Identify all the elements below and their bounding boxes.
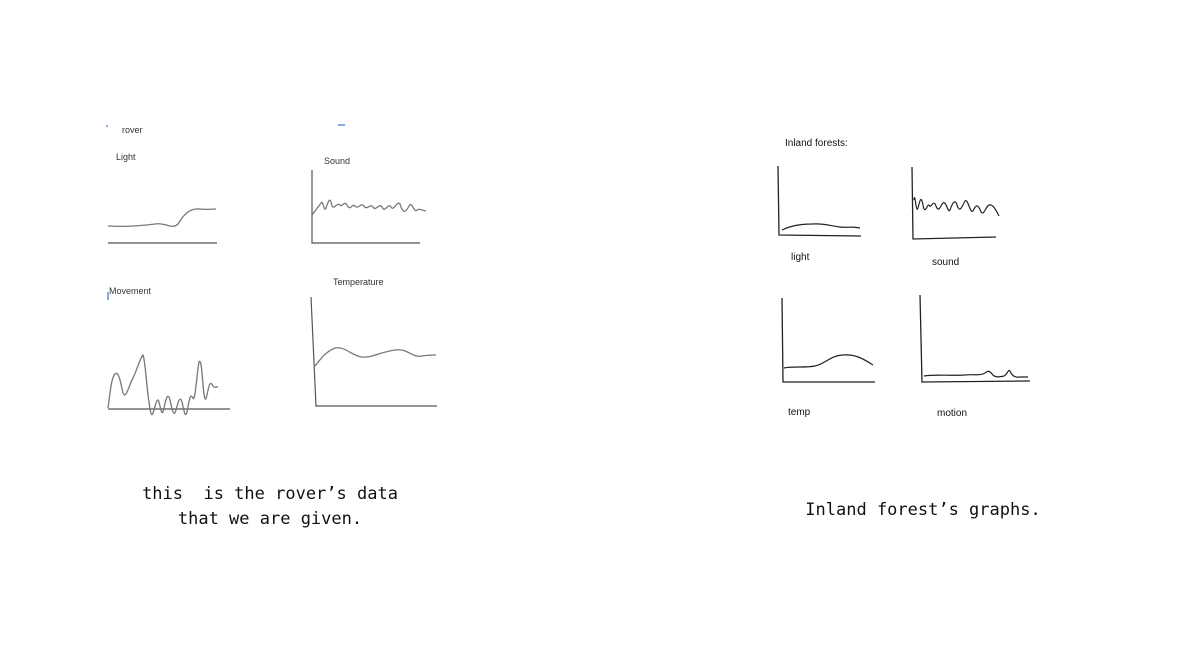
forest-sound-label: sound (932, 257, 960, 268)
rover-light-graph (107, 208, 217, 244)
rover-movement-graph (107, 354, 230, 416)
movement-curve (107, 354, 219, 416)
axes (911, 166, 997, 240)
forest-sound-graph (911, 166, 1000, 240)
forest-sound-curve (913, 197, 1000, 217)
forest-temp-curve (783, 354, 874, 369)
axes (311, 170, 420, 244)
axes (777, 165, 862, 237)
forest-light-graph (777, 165, 862, 237)
rover-sound-graph (311, 170, 427, 244)
forest-motion-label: motion (937, 408, 968, 419)
forest-temp-graph (781, 297, 875, 383)
rover-sound-label: Sound (324, 156, 351, 166)
forest-motion-graph (919, 294, 1031, 383)
rover-temperature-label: Temperature (333, 277, 384, 287)
temperature-curve (314, 347, 437, 367)
axes (781, 297, 875, 383)
forest-light-curve (781, 223, 861, 231)
forest-title: Inland forests: (785, 138, 848, 149)
rover-title: rover (122, 125, 143, 135)
axes (919, 294, 1031, 383)
rover-movement-label: Movement (109, 286, 152, 296)
rover-caption-line1: this is the rover’s data (142, 484, 398, 504)
light-curve (107, 208, 217, 228)
axes (310, 296, 437, 407)
rover-temperature-graph (310, 296, 437, 407)
forest-motion-curve (923, 369, 1028, 378)
forest-caption: Inland forest’s graphs. (805, 500, 1041, 520)
forest-temp-label: temp (788, 407, 811, 418)
sound-curve (311, 199, 427, 216)
rover-caption: this is the rover’s data that we are giv… (120, 482, 420, 532)
rover-light-label: Light (116, 152, 136, 162)
forest-light-label: light (791, 252, 810, 263)
rover-caption-line2: that we are given. (177, 509, 363, 529)
